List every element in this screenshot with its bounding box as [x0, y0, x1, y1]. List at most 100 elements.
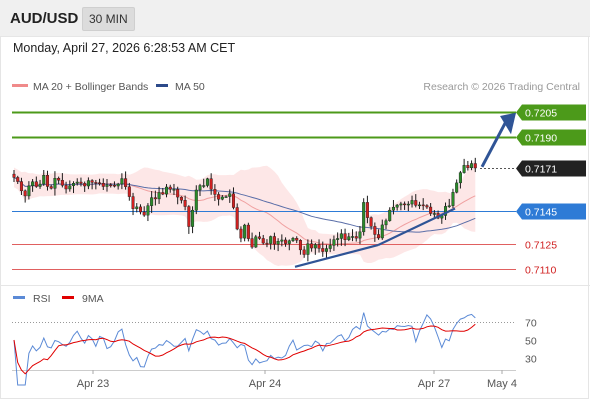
level-tag-0.7190 [516, 129, 586, 146]
level-label-0.7190: 0.7190 [525, 133, 557, 145]
candle-body [269, 236, 273, 244]
candle-body [220, 196, 224, 200]
candle-body [127, 186, 131, 197]
level-label-0.7145: 0.7145 [525, 207, 557, 219]
candle-body [153, 197, 157, 200]
candle-body [179, 196, 183, 201]
timestamp: Monday, April 27, 2026 6:28:53 AM CET [13, 41, 236, 55]
candle-body [254, 236, 258, 248]
candle-body [94, 182, 98, 184]
candle-body [205, 178, 209, 186]
symbol-title: AUD/USD [10, 10, 79, 27]
x-tick-label: Apr 23 [77, 378, 109, 390]
candle-body [261, 238, 265, 244]
timeframe-button[interactable]: 30 MIN [82, 7, 135, 31]
rsi-tick-50: 50 [525, 336, 537, 348]
bollinger-band [14, 159, 476, 266]
candle-body [328, 245, 332, 249]
ma50-line [13, 176, 476, 233]
candle-body [116, 183, 120, 187]
bollinger-legend-label: MA 20 + Bollinger Bands [33, 81, 148, 93]
candle-body [105, 184, 109, 187]
forecast-arrowhead [500, 112, 516, 135]
level-label-0.7171: 0.7171 [525, 164, 557, 176]
candle-body [455, 182, 459, 193]
candle-body [250, 238, 254, 248]
candle-body [403, 203, 407, 206]
candle-body [444, 206, 448, 216]
candle-body [183, 200, 187, 207]
bollinger-legend-swatch [12, 84, 28, 87]
candle-body [336, 238, 340, 240]
candle-body [406, 203, 410, 206]
candle-body [57, 178, 61, 181]
level-tag-0.7145 [516, 203, 586, 220]
candle-body [202, 185, 206, 187]
candle-body [332, 239, 336, 246]
candle-body [228, 193, 232, 197]
candle-body [224, 196, 228, 198]
candle-body [399, 203, 403, 206]
candle-body [49, 186, 53, 189]
candle-body [19, 181, 23, 192]
rsi-tick-70: 70 [525, 318, 537, 330]
candle-body [86, 180, 90, 187]
candle-body [135, 206, 139, 209]
candle-body [213, 189, 217, 195]
candle-body [60, 180, 64, 186]
candle-body [191, 209, 195, 227]
candle-body [470, 163, 474, 169]
candle-body [473, 163, 477, 169]
candle-body [109, 184, 113, 187]
copyright-text: Research © 2026 Trading Central [423, 81, 580, 93]
candle-body [295, 238, 299, 241]
candle-body [168, 186, 172, 190]
candle-body [343, 233, 347, 240]
rsi-line [13, 312, 476, 386]
trend-lines [294, 112, 516, 268]
level-label-0.7110: 0.7110 [525, 265, 556, 277]
candles [12, 157, 477, 262]
candle-body [68, 185, 72, 190]
candle-body [161, 192, 165, 195]
rsi-legend-swatch [13, 296, 25, 299]
candle-body [310, 243, 314, 249]
candle-body [339, 233, 343, 239]
level-label-0.7125: 0.7125 [525, 240, 557, 252]
candle-body [265, 242, 269, 245]
moving-average-lines [13, 176, 476, 245]
candle-body [298, 240, 302, 251]
candle-body [176, 189, 180, 198]
candle-body [194, 189, 198, 211]
candle-body [432, 213, 436, 215]
candle-body [23, 190, 27, 197]
candle-body [391, 206, 395, 211]
candle-body [16, 177, 20, 182]
candle-body [79, 181, 83, 184]
bollinger-band-area [14, 159, 476, 266]
candle-body [157, 192, 161, 200]
candle-body [165, 186, 169, 195]
candle-body [150, 197, 154, 206]
candle-body [313, 244, 317, 249]
top-bar: AUD/USD 30 MIN [0, 0, 590, 37]
candle-body [235, 207, 239, 230]
candle-body [258, 236, 262, 239]
candle-body [276, 241, 280, 245]
candle-body [369, 217, 373, 227]
candle-body [395, 204, 399, 208]
candle-body [246, 224, 250, 239]
candle-body [272, 236, 276, 245]
candle-body [38, 183, 42, 187]
candle-body [358, 231, 362, 239]
candle-body [417, 204, 421, 207]
candle-body [34, 181, 38, 187]
candle-body [172, 189, 176, 191]
candle-body [321, 248, 325, 252]
candle-body [83, 183, 87, 187]
candle-body [365, 202, 369, 218]
candle-body [384, 220, 388, 226]
candle-body [64, 185, 68, 190]
candle-body [198, 185, 202, 191]
candle-body [388, 209, 392, 221]
